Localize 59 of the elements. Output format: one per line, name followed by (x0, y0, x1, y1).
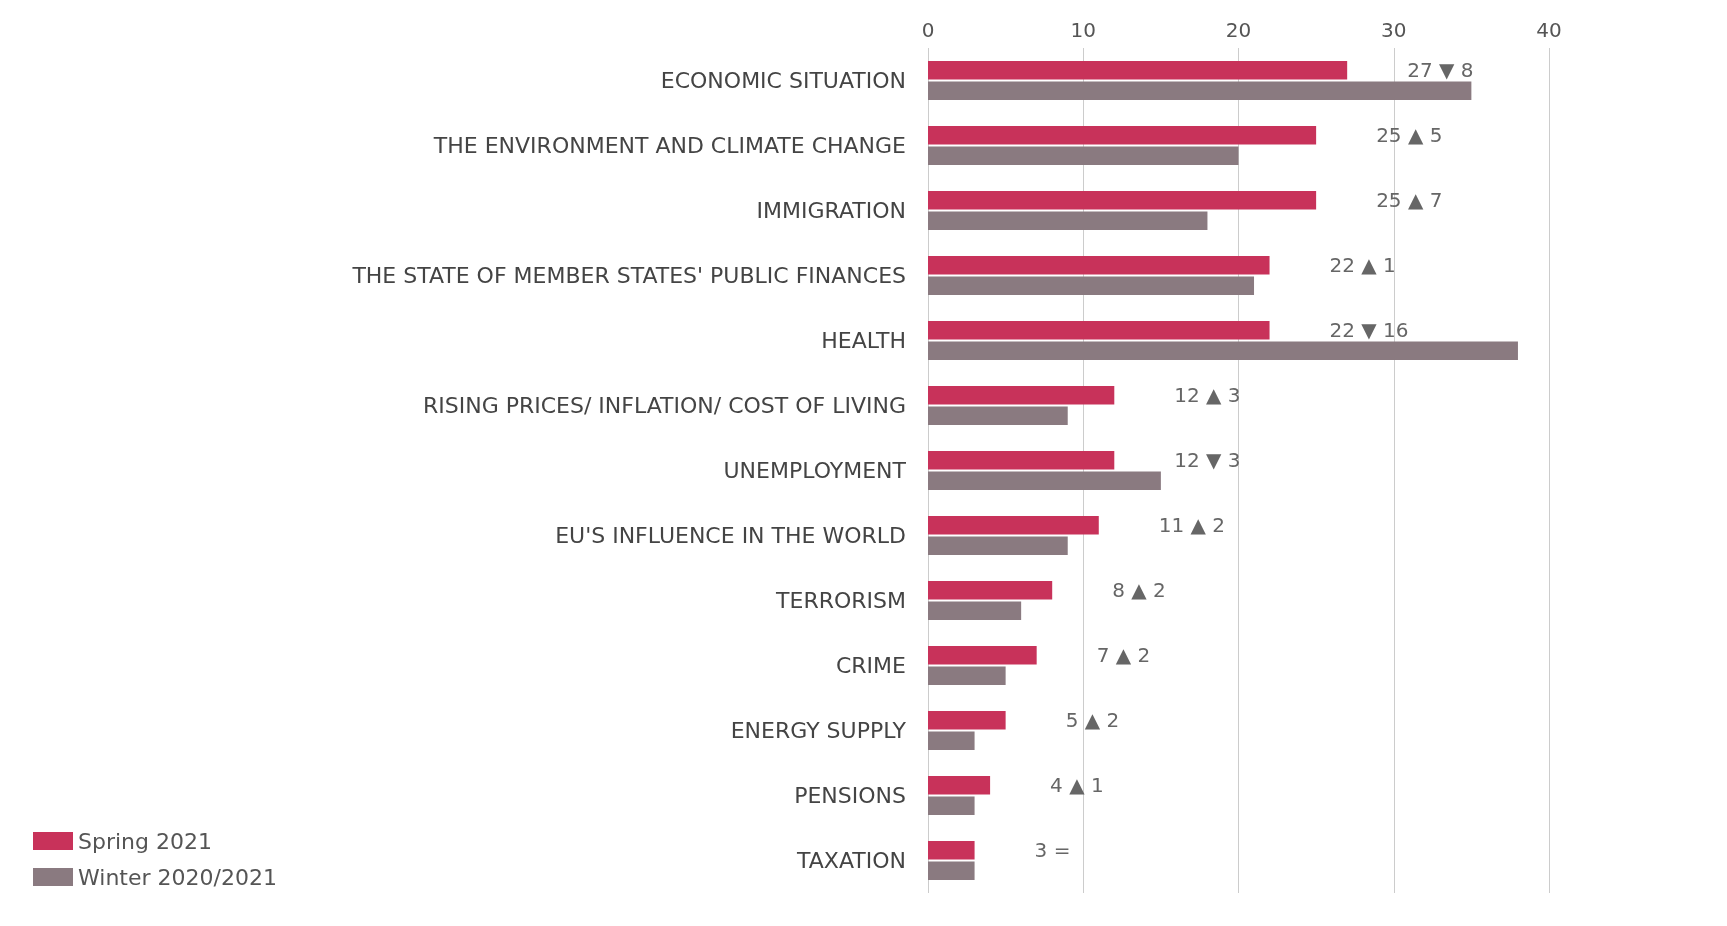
x-tick-label: 10 (1070, 18, 1096, 42)
x-tick-label: 0 (921, 18, 935, 42)
bar (928, 666, 1006, 685)
y-tick-label: THE STATE OF MEMBER STATES' PUBLIC FINANCES (351, 263, 906, 288)
bar (928, 471, 1161, 490)
bar (928, 126, 1317, 145)
bar (928, 601, 1022, 620)
bar (928, 321, 1270, 340)
bar (928, 776, 991, 795)
data-label: 7 ▲ 2 (1096, 643, 1151, 668)
y-tick-label: CRIME (835, 653, 906, 678)
y-tick-label: EU'S INFLUENCE IN THE WORLD (555, 523, 906, 548)
bar (928, 211, 1208, 230)
data-label: 25 ▲ 5 (1376, 123, 1443, 148)
legend-label: Spring 2021 (78, 828, 212, 854)
bar (928, 841, 975, 860)
bar (928, 646, 1037, 665)
bar (928, 581, 1053, 600)
bar (928, 796, 975, 815)
y-tick-label: THE ENVIRONMENT AND CLIMATE CHANGE (432, 133, 906, 158)
data-label: 22 ▼ 16 (1329, 318, 1409, 343)
bar (928, 536, 1068, 555)
bar (928, 861, 975, 880)
data-label: 27 ▼ 8 (1407, 58, 1474, 83)
bar (928, 146, 1239, 165)
bar (928, 711, 1006, 730)
bar (928, 191, 1317, 210)
y-tick-label: ECONOMIC SITUATION (660, 68, 906, 93)
bar (928, 61, 1348, 80)
data-label: 3 = (1034, 838, 1071, 863)
y-tick-label: RISING PRICES/ INFLATION/ COST OF LIVING (422, 393, 906, 418)
data-label: 25 ▲ 7 (1376, 188, 1443, 213)
data-label: 4 ▲ 1 (1050, 773, 1104, 798)
legend-label: Winter 2020/2021 (78, 864, 277, 890)
y-tick-label: PENSIONS (794, 783, 906, 808)
bar (928, 406, 1068, 425)
y-tick-label: ENERGY SUPPLY (730, 718, 907, 743)
x-tick-label: 40 (1536, 18, 1562, 42)
data-label: 8 ▲ 2 (1112, 578, 1166, 603)
y-tick-label: IMMIGRATION (756, 198, 906, 223)
y-tick-label: HEALTH (821, 328, 906, 353)
bar (928, 386, 1115, 405)
bar (928, 81, 1472, 100)
data-label: 5 ▲ 2 (1065, 708, 1120, 733)
bar (928, 276, 1255, 295)
data-label: 11 ▲ 2 (1158, 513, 1226, 538)
y-tick-label: TERRORISM (775, 588, 906, 613)
x-tick-label: 30 (1381, 18, 1407, 42)
bar (928, 451, 1115, 470)
data-label: 12 ▲ 3 (1174, 383, 1241, 408)
bar (928, 516, 1099, 535)
y-tick-label: UNEMPLOYMENT (723, 458, 907, 483)
y-tick-label: TAXATION (796, 848, 906, 873)
bar (928, 341, 1518, 360)
x-tick-label: 20 (1225, 18, 1252, 42)
data-label: 12 ▼ 3 (1174, 448, 1241, 473)
data-label: 22 ▲ 1 (1329, 253, 1396, 278)
bar (928, 256, 1270, 275)
bar (928, 731, 975, 750)
